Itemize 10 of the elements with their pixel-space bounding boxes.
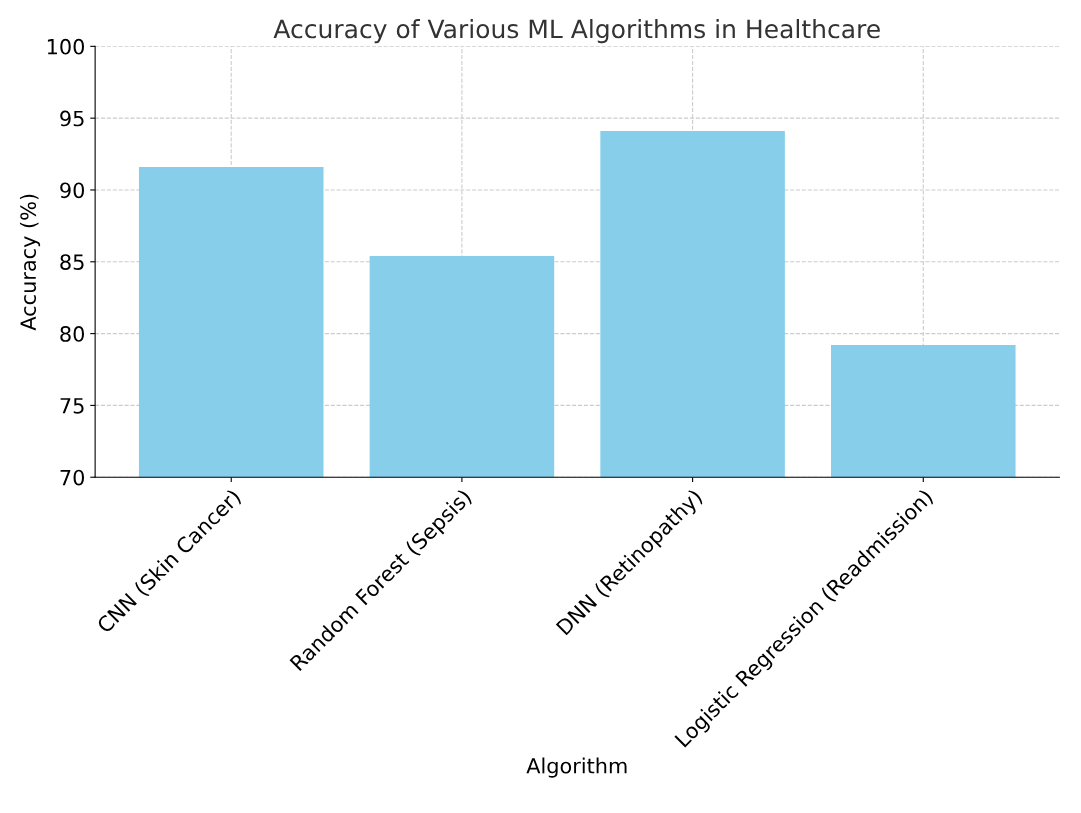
chart-title: Accuracy of Various ML Algorithms in Healthcare bbox=[273, 19, 880, 44]
y-tick-label: 80 bbox=[60, 326, 85, 342]
y-axis-title: Accuracy (%) bbox=[19, 194, 41, 331]
y-tick-label: 95 bbox=[60, 110, 84, 127]
y-tick-label: 85 bbox=[60, 254, 84, 270]
y-tick-label: 90 bbox=[60, 182, 85, 199]
x-axis-title: Algorithm bbox=[526, 757, 627, 778]
y-tick-label: 70 bbox=[60, 469, 85, 486]
y-tick-label: 100 bbox=[47, 38, 85, 55]
y-tick-label: 75 bbox=[60, 398, 84, 414]
